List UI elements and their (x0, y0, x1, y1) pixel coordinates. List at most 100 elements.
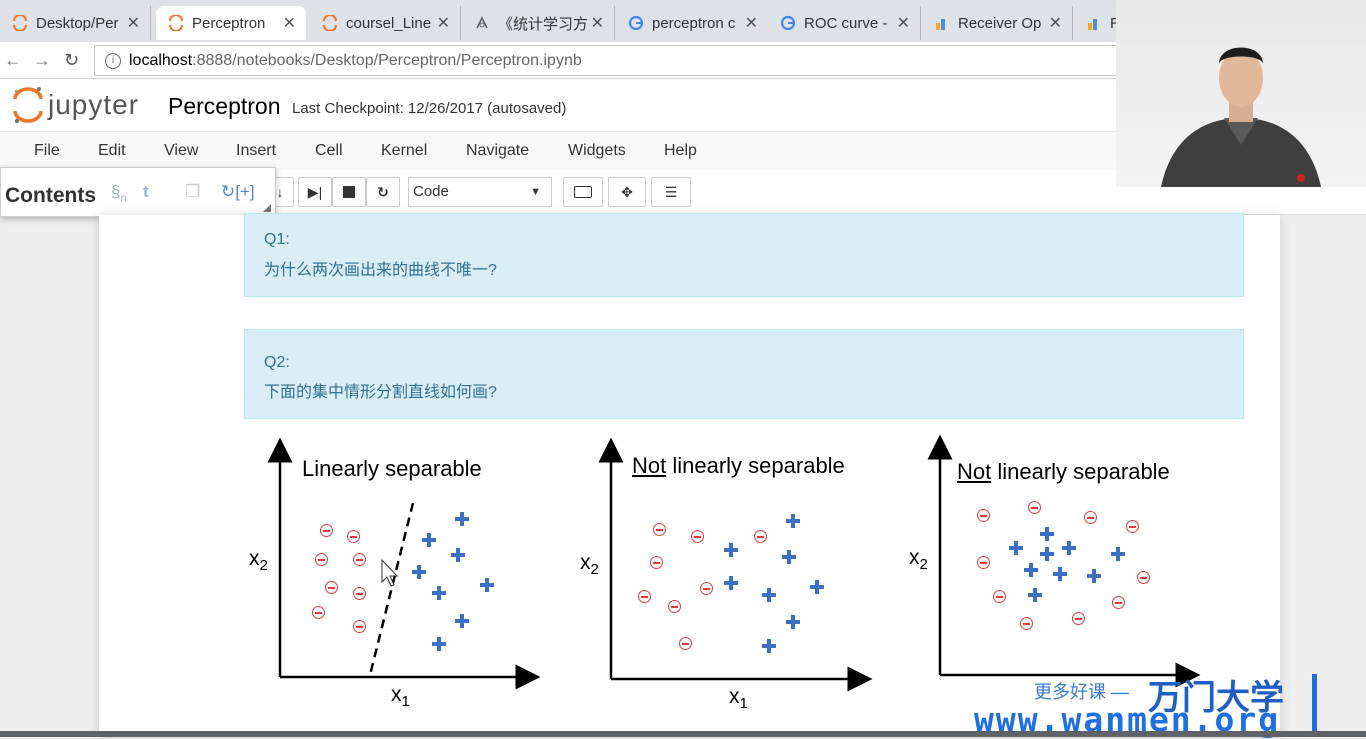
menu-kernel[interactable]: Kernel (381, 142, 428, 159)
markdown-cell-q1[interactable]: Q1: 为什么两次画出来的曲线不唯一? (244, 213, 1244, 297)
tab-r[interactable]: R (1074, 6, 1117, 40)
keyboard-icon (574, 186, 592, 198)
tab-label: Receiver Op (958, 14, 1042, 32)
plus-marker (422, 533, 436, 547)
menu-help[interactable]: Help (664, 142, 697, 159)
url-path: :8888/notebooks/Desktop/Perceptron/Perce… (192, 52, 582, 69)
plus-marker (1009, 541, 1023, 555)
q1-text: 为什么两次画出来的曲线不唯一? (264, 262, 497, 279)
copy-icon[interactable]: ❐ (185, 182, 201, 201)
webcam-overlay (1116, 0, 1366, 187)
number-sections-icon[interactable]: §n (111, 182, 127, 205)
q2-text: 下面的集中情形分割直线如何画? (264, 384, 497, 401)
menu-file[interactable]: File (34, 142, 60, 159)
panel3-title-not: Not (957, 459, 992, 484)
run-button[interactable]: ▶| (298, 177, 332, 207)
toc-cell-icon[interactable]: t (143, 182, 149, 201)
minus-marker (315, 553, 328, 566)
plus-marker (1028, 588, 1042, 602)
reload-icon[interactable]: ↻ (64, 50, 80, 70)
forward-arrow-icon[interactable]: → (33, 50, 51, 70)
close-icon[interactable]: ✕ (436, 15, 450, 32)
minus-marker (653, 523, 666, 536)
tab-book[interactable]: 《统计学习方 ✕ (462, 6, 615, 40)
plus-marker (480, 578, 494, 592)
tab-coursel[interactable]: coursel_Line ✕ (310, 6, 461, 40)
plus-marker (1040, 527, 1054, 541)
markdown-cell-q2[interactable]: Q2: 下面的集中情形分割直线如何画? (244, 329, 1244, 419)
cell-type-select[interactable]: Code ▼ (408, 177, 552, 207)
plus-marker (786, 615, 800, 629)
presenter-video (1161, 47, 1321, 187)
plus-marker (432, 637, 446, 651)
menu-widgets[interactable]: Widgets (568, 142, 626, 159)
minus-marker (754, 530, 767, 543)
menu-edit[interactable]: Edit (98, 142, 126, 159)
book-icon (476, 16, 488, 29)
crosshair-icon: ✥ (621, 183, 633, 200)
plus-marker (786, 514, 800, 528)
tab-perceptron[interactable]: Perceptron ✕ (156, 6, 306, 40)
close-icon[interactable]: ✕ (282, 15, 296, 32)
plus-marker (782, 550, 796, 564)
tab-receiver[interactable]: Receiver Op ✕ (922, 6, 1073, 40)
minus-marker (1137, 571, 1150, 584)
restart-button[interactable]: ↻ (366, 177, 400, 207)
menu-cell[interactable]: Cell (315, 142, 343, 159)
tab-label: perceptron c (652, 14, 736, 32)
jupyter-icon (13, 15, 27, 31)
minus-marker (1020, 617, 1033, 630)
plus-marker (762, 588, 776, 602)
plus-marker (1111, 547, 1125, 561)
nbextensions-button[interactable]: ✥ (608, 177, 646, 207)
jupyter-logo-text: jupyter (48, 89, 140, 120)
google-icon (628, 15, 644, 31)
url-host: localhost (129, 52, 193, 69)
toc-refresh[interactable]: ↻[+] (221, 182, 255, 201)
minus-marker (650, 556, 663, 569)
close-icon[interactable]: ✕ (126, 15, 140, 32)
cell-type-value: Code (413, 183, 449, 200)
notebook-name[interactable]: Perceptron (168, 93, 281, 119)
tab-google-roc[interactable]: ROC curve - ✕ (768, 6, 921, 40)
interrupt-button[interactable] (332, 177, 366, 207)
minus-marker (1072, 612, 1085, 625)
step-forward-icon: ▶| (307, 183, 323, 200)
watermark-brand: 万门大学 (1148, 678, 1284, 718)
menu-navigate[interactable]: Navigate (466, 142, 530, 159)
arrow-down-icon: ↓ (276, 184, 284, 200)
tab-label: Desktop/Per (36, 14, 119, 32)
tab-desktop[interactable]: Desktop/Per ✕ (0, 6, 151, 40)
close-icon[interactable]: ✕ (896, 15, 910, 32)
separating-line (368, 502, 415, 676)
plus-marker (1062, 541, 1076, 555)
close-icon[interactable]: ✕ (1048, 15, 1062, 32)
close-icon[interactable]: ✕ (744, 15, 758, 32)
resize-handle-icon[interactable] (263, 204, 271, 212)
minus-marker (977, 509, 990, 522)
toc-button[interactable]: ☰ (651, 177, 691, 207)
chart-icon (1088, 19, 1097, 30)
menu-view[interactable]: View (164, 142, 199, 159)
minus-marker (1112, 596, 1125, 609)
info-icon[interactable]: i (105, 52, 121, 69)
toc-title: Contents (5, 184, 96, 207)
close-icon[interactable]: ✕ (590, 15, 604, 32)
minus-marker (325, 581, 338, 594)
minus-marker (353, 620, 366, 633)
menu-insert[interactable]: Insert (236, 142, 277, 159)
restart-icon: ↻ (377, 183, 389, 200)
jupyter-logo-icon[interactable] (12, 85, 44, 125)
plus-marker (810, 580, 824, 594)
plus-marker (1087, 569, 1101, 583)
plus-marker (412, 565, 426, 579)
back-arrow-icon[interactable]: ← (4, 50, 22, 70)
minus-marker (638, 590, 651, 603)
list-icon: ☰ (664, 183, 678, 200)
plus-marker (1053, 567, 1067, 581)
url-field[interactable]: i localhost:8888/notebooks/Desktop/Percep… (94, 45, 1156, 76)
panel3-title: Not linearly separable (957, 459, 1170, 485)
keyboard-shortcuts-button[interactable] (563, 177, 603, 207)
panel3-title-rest: linearly separable (991, 459, 1170, 484)
taskbar-strip (0, 731, 1366, 737)
